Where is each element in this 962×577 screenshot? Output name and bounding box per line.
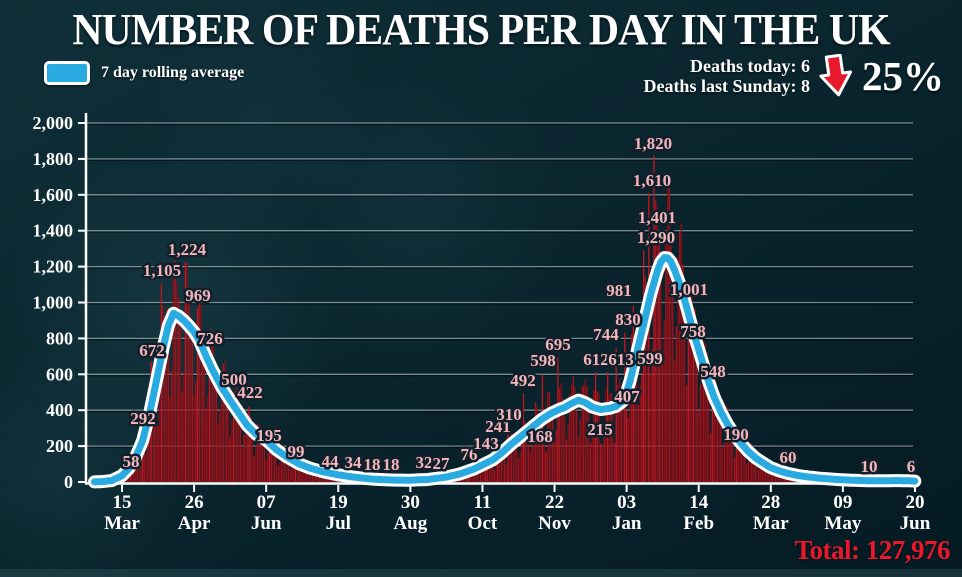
svg-text:18: 18 <box>364 455 381 474</box>
deaths-last-sunday-text: Deaths last Sunday: 8 <box>643 76 810 96</box>
svg-text:Apr: Apr <box>178 513 211 534</box>
svg-text:695: 695 <box>545 335 571 354</box>
svg-text:18: 18 <box>383 455 400 474</box>
svg-text:Jun: Jun <box>251 513 282 534</box>
page-title: NUMBER OF DEATHS PER DAY IN THE UK <box>72 5 890 54</box>
svg-text:44: 44 <box>322 452 340 471</box>
stats-lines: Deaths today: 6 Deaths last Sunday: 8 <box>643 56 810 96</box>
svg-text:Mar: Mar <box>753 513 789 534</box>
svg-text:32: 32 <box>416 453 433 472</box>
svg-text:0: 0 <box>64 472 73 492</box>
svg-text:492: 492 <box>510 371 536 390</box>
x-axis: 15Mar26Apr07Jun19Jul30Aug11Oct22Nov03Jan… <box>84 113 931 534</box>
percent-change: 25% <box>862 52 944 99</box>
bottom-strip <box>0 569 962 577</box>
svg-text:143: 143 <box>473 434 499 453</box>
svg-text:11: 11 <box>473 492 491 513</box>
svg-text:10: 10 <box>861 457 878 476</box>
rolling-average-line <box>88 251 922 489</box>
svg-text:1,000: 1,000 <box>33 293 74 313</box>
svg-text:Oct: Oct <box>468 513 498 534</box>
svg-text:27: 27 <box>433 454 451 473</box>
legend-swatch-icon <box>44 61 90 85</box>
svg-text:1,200: 1,200 <box>33 257 74 277</box>
stats-block: Deaths today: 6 Deaths last Sunday: 8 25… <box>643 54 944 98</box>
svg-text:422: 422 <box>237 383 263 402</box>
svg-text:07: 07 <box>257 492 277 513</box>
svg-text:Feb: Feb <box>683 513 714 534</box>
svg-text:1,001: 1,001 <box>670 280 708 299</box>
svg-text:28: 28 <box>761 492 780 513</box>
svg-text:1,800: 1,800 <box>33 149 74 169</box>
svg-text:599: 599 <box>637 349 663 368</box>
svg-text:744: 744 <box>593 325 619 344</box>
svg-text:548: 548 <box>700 362 726 381</box>
y-axis: 0 200 400 600 800 1,000 1,200 1,400 1,600 1,800 2,… <box>33 113 86 492</box>
svg-text:1,820: 1,820 <box>634 134 672 153</box>
svg-text:Jul: Jul <box>326 513 351 534</box>
svg-text:1,290: 1,290 <box>637 228 675 247</box>
svg-text:Aug: Aug <box>393 513 427 534</box>
down-arrow-icon <box>819 54 853 97</box>
svg-text:195: 195 <box>256 426 282 445</box>
legend: 7 day rolling average <box>44 61 244 85</box>
svg-text:14: 14 <box>689 492 709 513</box>
svg-text:612: 612 <box>583 350 609 369</box>
svg-text:1,105: 1,105 <box>143 261 181 280</box>
svg-text:600: 600 <box>46 364 73 384</box>
svg-text:758: 758 <box>680 322 706 341</box>
svg-text:168: 168 <box>527 427 553 446</box>
svg-text:Jun: Jun <box>900 513 931 534</box>
svg-text:6: 6 <box>907 457 916 476</box>
svg-text:400: 400 <box>46 400 73 420</box>
svg-text:292: 292 <box>130 409 156 428</box>
svg-text:Mar: Mar <box>104 513 140 534</box>
svg-text:03: 03 <box>617 492 636 513</box>
svg-text:613: 613 <box>608 350 634 369</box>
svg-text:30: 30 <box>401 492 420 513</box>
svg-text:60: 60 <box>780 448 797 467</box>
svg-text:58: 58 <box>123 452 140 471</box>
svg-text:1,400: 1,400 <box>33 221 74 241</box>
svg-text:672: 672 <box>139 341 165 360</box>
svg-text:200: 200 <box>46 436 73 456</box>
svg-text:Nov: Nov <box>538 513 571 534</box>
svg-text:22: 22 <box>545 492 564 513</box>
legend-label: 7 day rolling average <box>101 64 245 81</box>
svg-text:726: 726 <box>197 329 223 348</box>
svg-text:Jan: Jan <box>612 513 642 534</box>
svg-text:76: 76 <box>461 445 478 464</box>
total-deaths: Total: 127,976 <box>794 535 950 565</box>
deaths-today-text: Deaths today: 6 <box>690 56 810 76</box>
svg-text:830: 830 <box>615 310 641 329</box>
svg-text:800: 800 <box>46 328 73 348</box>
svg-text:1,610: 1,610 <box>633 171 671 190</box>
svg-text:26: 26 <box>185 492 204 513</box>
svg-text:1,600: 1,600 <box>33 185 74 205</box>
svg-text:500: 500 <box>221 370 247 389</box>
svg-text:310: 310 <box>496 405 522 424</box>
svg-text:598: 598 <box>530 351 556 370</box>
svg-text:99: 99 <box>288 442 305 461</box>
svg-text:34: 34 <box>345 453 363 472</box>
svg-text:215: 215 <box>587 420 613 439</box>
svg-text:969: 969 <box>185 286 211 305</box>
svg-text:19: 19 <box>329 492 348 513</box>
svg-text:981: 981 <box>606 281 632 300</box>
svg-text:15: 15 <box>113 492 132 513</box>
svg-text:1,401: 1,401 <box>638 208 676 227</box>
svg-text:1,224: 1,224 <box>168 240 207 259</box>
svg-text:20: 20 <box>905 492 924 513</box>
svg-text:May: May <box>824 513 861 534</box>
svg-text:407: 407 <box>614 387 640 406</box>
svg-text:09: 09 <box>833 492 852 513</box>
svg-text:241: 241 <box>485 417 511 436</box>
svg-text:2,000: 2,000 <box>33 113 74 133</box>
svg-text:190: 190 <box>723 425 749 444</box>
